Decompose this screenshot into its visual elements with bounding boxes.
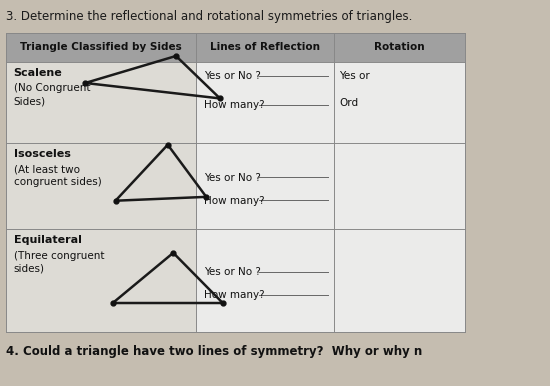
Bar <box>6 229 196 332</box>
Text: Rotation: Rotation <box>374 42 425 52</box>
Text: (Three congruent
sides): (Three congruent sides) <box>14 251 104 274</box>
Bar <box>6 33 465 62</box>
Text: Scalene: Scalene <box>14 68 63 78</box>
Text: 3. Determine the reflectional and rotational symmetries of triangles.: 3. Determine the reflectional and rotati… <box>6 10 412 23</box>
Text: Yes or No ?: Yes or No ? <box>205 173 261 183</box>
Text: Triangle Classified by Sides: Triangle Classified by Sides <box>20 42 182 52</box>
Text: (At least two
congruent sides): (At least two congruent sides) <box>14 164 102 187</box>
Bar <box>334 62 465 143</box>
Bar <box>6 143 196 229</box>
Bar <box>334 143 465 229</box>
Text: Ord: Ord <box>339 98 359 108</box>
Text: How many?: How many? <box>205 290 265 300</box>
Text: Equilateral: Equilateral <box>14 235 81 245</box>
Text: Yes or: Yes or <box>339 71 370 81</box>
Text: 4. Could a triangle have two lines of symmetry?  Why or why n: 4. Could a triangle have two lines of sy… <box>6 345 422 359</box>
Bar <box>6 62 196 143</box>
Text: How many?: How many? <box>205 100 265 110</box>
Bar <box>196 62 334 143</box>
Text: How many?: How many? <box>205 196 265 206</box>
Text: (No Congruent
Sides): (No Congruent Sides) <box>14 83 90 106</box>
Text: Lines of Reflection: Lines of Reflection <box>210 42 320 52</box>
Bar <box>334 229 465 332</box>
Text: Isosceles: Isosceles <box>14 149 70 159</box>
Text: Yes or No ?: Yes or No ? <box>205 267 261 277</box>
Bar <box>196 229 334 332</box>
Bar <box>196 143 334 229</box>
Text: Yes or No ?: Yes or No ? <box>205 71 261 81</box>
